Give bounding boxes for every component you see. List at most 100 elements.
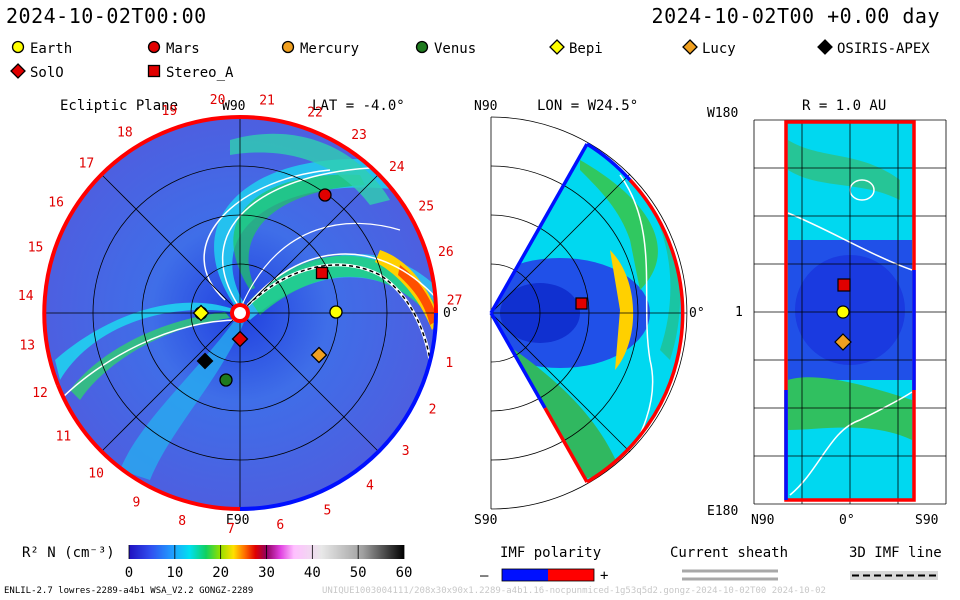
radial-x-label-n90: N90 <box>751 513 774 528</box>
legend-label-mars: Mars <box>166 41 200 57</box>
ecliptic-marker-earth <box>329 305 343 319</box>
colorbar-ticks: 0 10 20 30 40 50 60 <box>125 545 413 581</box>
imf-line-legend: 3D IMF line <box>849 545 942 580</box>
colorbar-tick-label-10: 10 <box>166 565 183 581</box>
meridional-top-label: N90 <box>474 99 497 114</box>
colorbar-tick-label-30: 30 <box>258 565 275 581</box>
ecliptic-day-label-2: 2 <box>429 403 437 418</box>
current-sheath-title: Current sheath <box>670 545 788 561</box>
ecliptic-day-label-4: 4 <box>366 478 374 493</box>
legend-marker-bepi <box>549 39 565 55</box>
ecliptic-marker-mars <box>318 188 332 202</box>
ecliptic-lat-label: LAT = -4.0° <box>312 98 405 114</box>
ecliptic-polarity-arc-pos3 <box>42 115 241 386</box>
radial-x-label-s90: S90 <box>915 513 938 528</box>
legend-marker-osiris-apex <box>817 39 833 55</box>
legend-label-bepi: Bepi <box>569 41 603 57</box>
ecliptic-day-label-9: 9 <box>132 495 140 510</box>
ecliptic-marker-lucy <box>310 346 328 364</box>
meridional-arc-blue <box>586 142 632 182</box>
ecliptic-day-label-11: 11 <box>56 430 72 445</box>
ecliptic-day-label-5: 5 <box>324 503 332 518</box>
colorbar-tick-label-60: 60 <box>396 565 413 581</box>
ecliptic-marker-solo <box>231 330 249 348</box>
meridional-edge-south-red <box>543 407 589 483</box>
imf-polarity-frame <box>501 568 595 582</box>
ecliptic-bodies <box>192 188 343 387</box>
legend-label-venus: Venus <box>434 41 476 57</box>
imf-line-background <box>850 571 938 580</box>
radial-bottom-label: E180 <box>707 504 738 519</box>
ecliptic-day-label-12: 12 <box>32 386 48 401</box>
footer-right: UNIQUE1003004111/208x30x90x1.2289-a4b1.1… <box>322 586 826 596</box>
ecliptic-marker-bepi <box>192 304 210 322</box>
ecliptic-polarity-arc-pos1 <box>239 115 438 314</box>
sun-inner-marker <box>234 307 246 319</box>
legend-marker-earth <box>11 40 25 54</box>
imf-polarity-positive-swatch <box>548 569 594 581</box>
current-sheath-legend: Current sheath <box>670 545 788 581</box>
ecliptic-marker-stereo-a <box>315 266 329 280</box>
colorbar-tick-label-20: 20 <box>212 565 229 581</box>
legend-marker-solo <box>10 63 26 79</box>
ecliptic-day-label-10: 10 <box>88 467 104 482</box>
ecliptic-plane-panel: Ecliptic Plane LAT = -4.0° W90 E90 0° <box>18 93 462 537</box>
meridional-edge-north <box>489 143 589 314</box>
imf-polarity-legend: IMF polarity – + <box>480 545 608 584</box>
ecliptic-day-label-7: 7 <box>227 522 235 537</box>
ecliptic-bottom-label: E90 <box>226 513 249 528</box>
radial-grid <box>753 119 947 505</box>
footer-left: ENLIL-2.7 lowres-2289-a4b1 WSA_V2.2 GONG… <box>4 586 254 596</box>
legend-marker-mars <box>147 40 161 54</box>
ecliptic-day-label-6: 6 <box>276 518 284 533</box>
colorbar: R² N (cm⁻³) 0 10 20 30 40 50 60 <box>22 545 412 581</box>
meridional-arc-red <box>586 178 685 484</box>
ecliptic-day-label-3: 3 <box>402 444 410 459</box>
ecliptic-top-label: W90 <box>222 99 245 114</box>
colorbar-tick-label-50: 50 <box>350 565 367 581</box>
imf-line-title: 3D IMF line <box>849 545 942 561</box>
ecliptic-marker-osiris-apex <box>196 352 214 370</box>
legend-label-lucy: Lucy <box>702 41 736 57</box>
ecliptic-day-label-26: 26 <box>438 245 454 260</box>
meridional-bottom-label: S90 <box>474 513 497 528</box>
meridional-lon-label: LON = W24.5° <box>537 98 638 114</box>
ecliptic-day-label-21: 21 <box>259 94 275 109</box>
ecliptic-day-label-18: 18 <box>117 125 133 140</box>
legend: Earth Mars Mercury Venus Bepi Lucy OSIRIS-APEX… <box>10 39 930 81</box>
ecliptic-day-label-1: 1 <box>445 356 453 371</box>
header-time-left: 2024-10-02T00:00 <box>6 4 207 28</box>
imf-polarity-plus: + <box>600 568 608 584</box>
ecliptic-day-label-14: 14 <box>18 289 34 304</box>
radial-stereo-a-marker <box>837 278 851 292</box>
radial-lucy-marker <box>834 333 852 351</box>
radial-x-label-0: 0° <box>839 513 855 528</box>
ecliptic-day-label-19: 19 <box>162 104 178 119</box>
imf-polarity-minus: – <box>480 568 489 584</box>
meridional-right-label: 0° <box>689 306 705 321</box>
legend-marker-lucy <box>682 39 698 55</box>
legend-label-stereo-a: Stereo_A <box>166 65 234 81</box>
radial-top-label: W180 <box>707 106 738 121</box>
legend-label-osiris-apex: OSIRIS-APEX <box>837 41 930 57</box>
ecliptic-title: Ecliptic Plane <box>60 98 178 114</box>
ecliptic-day-label-24: 24 <box>389 160 405 175</box>
ecliptic-day-label-23: 23 <box>351 128 367 143</box>
ecliptic-polarity-arc-neg1 <box>239 312 438 511</box>
ecliptic-day-label-22: 22 <box>307 106 323 121</box>
radial-r-label: R = 1.0 AU <box>802 98 886 114</box>
ecliptic-right-label: 0° <box>443 306 459 321</box>
meridional-plane-panel: N90 LON = W24.5° S90 0° <box>474 98 705 528</box>
colorbar-tick-label-0: 0 <box>125 565 133 581</box>
legend-marker-venus <box>415 40 429 54</box>
ecliptic-marker-venus <box>219 373 233 387</box>
legend-marker-stereo-a <box>147 64 161 78</box>
imf-polarity-negative-swatch <box>502 569 548 581</box>
legend-label-solo: SolO <box>30 65 64 81</box>
meridional-edge-south-blue <box>489 312 547 409</box>
legend-marker-mercury <box>281 40 295 54</box>
radial-panel: W180 R = 1.0 AU E180 1 <box>707 98 947 528</box>
radial-mid-label: 1 <box>735 305 743 320</box>
